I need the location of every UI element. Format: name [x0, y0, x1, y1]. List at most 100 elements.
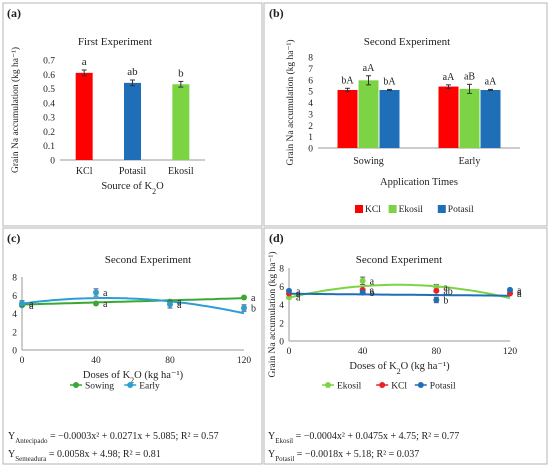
panel-d-letter: b: [370, 288, 375, 299]
panel-d-frame: [263, 227, 548, 465]
panel-a-bar-potasil: [124, 82, 141, 160]
panel-c-equation: YSemeadura = 0.0058x + 4.98; R² = 0.81: [8, 449, 161, 463]
panel-d-legend-marker-kcl: [379, 382, 386, 388]
panel-d-ytick-label: 2: [279, 319, 284, 329]
panel-b-category-label: Sowing: [353, 156, 384, 167]
panel-a-ytick-label: 0.6: [43, 71, 55, 81]
panel-a-ytick-label: 0.7: [43, 57, 55, 67]
panel-b-y-axis-title: Grain Na accumulation (kg ha⁻¹): [285, 39, 296, 165]
panel-d-legend-marker-potasil: [417, 382, 424, 388]
panel-c-x-axis-title: Doses of K2O (kg ha⁻¹): [83, 370, 184, 385]
panel-b-bar-ekosil-early: [459, 88, 480, 148]
panel-d-letter: a: [517, 287, 522, 298]
panel-b-label: (b): [269, 6, 284, 20]
panel-b-legend-swatch-potasil: [437, 205, 446, 213]
panel-b-bar-potasil-sowing: [379, 89, 400, 148]
panel-c-legend-label: Early: [139, 382, 160, 392]
panel-b-ytick-label: 4: [308, 99, 313, 109]
panel-b-ytick-label: 0: [308, 145, 313, 155]
charts-layer: 00.10.20.30.40.50.60.7 aKClabPotasilbEkos…: [8, 39, 522, 463]
panel-d-letter: a: [517, 285, 522, 296]
panel-d-equation: YPotasil = −0.0018x + 5.18; R² = 0.037: [268, 449, 419, 463]
panel-b-bar-kcl-sowing: [337, 89, 358, 148]
panel-c-ytick-label: 2: [12, 328, 17, 338]
panel-b-frame: [263, 2, 548, 227]
panel-a-bar-kcl: [75, 72, 93, 160]
panel-a-ytick-label: 0.5: [43, 85, 55, 95]
panel-c-point-early: [19, 300, 25, 307]
panel-c-point-early: [241, 305, 247, 312]
panel-d-legend-marker-ekosil: [325, 382, 331, 388]
panel-d-letter: a: [370, 276, 375, 287]
panel-a-letter: a: [82, 56, 87, 68]
panel-d-letter: a: [296, 286, 301, 297]
panel-a-ytick-label: 0.2: [43, 128, 55, 138]
panel-c-fit-line-early: [21, 297, 245, 315]
panel-b-x-axis-title: Application Times: [380, 177, 458, 188]
panel-d-point-kcl: [433, 287, 440, 294]
panel-d-ytick-label: 6: [279, 283, 284, 293]
panel-b-legend-swatch-ekosil: [388, 205, 397, 213]
panel-b-ytick-label: 7: [308, 65, 313, 75]
panel-c-letter: a: [177, 300, 182, 311]
panel-b-bar-potasil-early: [480, 89, 501, 148]
panel-b-legend-swatch-kcl: [355, 205, 363, 213]
panel-c-legend-marker-early: [127, 382, 134, 388]
panel-c-ytick-label: 8: [12, 274, 17, 284]
panel-b-ytick-label: 8: [308, 54, 313, 64]
panel-a-ytick-label: 0.3: [43, 114, 55, 124]
panel-c-xtick-label: 0: [20, 356, 25, 366]
panel-a-ytick-label: 0: [50, 157, 55, 167]
panel-c-ytick-label: 4: [12, 310, 17, 320]
panel-b-ytick-label: 3: [308, 110, 313, 120]
panel-a-category-label: Ekosil: [168, 166, 194, 177]
panel-d-point-ekosil: [359, 277, 366, 284]
panel-d-letter: a: [370, 285, 375, 296]
panel-c-xtick-label: 40: [91, 356, 101, 366]
panel-c-legend-label: Sowing: [85, 382, 114, 392]
panel-a-category-label: KCl: [76, 166, 93, 177]
panel-d-equation: YEkosil = −0.0004x² + 0.0475x + 4.75; R²…: [268, 431, 459, 445]
panel-d-letter: a: [517, 289, 522, 300]
panel-b-letter: aB: [464, 71, 475, 82]
panel-c-letter: a: [103, 299, 108, 310]
panel-c-label: (c): [7, 231, 20, 245]
panel-b-bar-ekosil-sowing: [358, 80, 379, 148]
panel-c-xtick-label: 120: [237, 356, 252, 366]
panel-d-x-axis-title: Doses of K2O (kg ha⁻¹): [349, 361, 450, 376]
panel-d-fit-line-potasil: [288, 292, 510, 297]
panel-a-frame: [2, 2, 263, 227]
panel-c-letter: a: [29, 299, 34, 310]
panel-b-letter: aA: [485, 76, 497, 87]
panel-a-x-axis-title: Source of K2O: [101, 181, 164, 196]
panel-a-ytick-label: 0.4: [43, 99, 55, 109]
panel-c-fit-line-sowing: [21, 297, 245, 306]
panel-b-ytick-label: 2: [308, 122, 313, 132]
panel-c-legend-marker-sowing: [73, 382, 79, 388]
panel-a-ytick-label: 0.1: [43, 142, 55, 152]
panel-b-ytick-label: 6: [308, 76, 313, 86]
panel-b-letter: aA: [443, 72, 455, 83]
panel-d-point-potasil: [359, 289, 366, 296]
panel-b-letter: bA: [341, 75, 354, 86]
panel-d-ytick-label: 4: [279, 301, 284, 311]
panel-b-ytick-label: 5: [308, 88, 313, 98]
panel-d-title: Second Experiment: [356, 254, 442, 266]
panel-a-letter: ab: [127, 66, 138, 78]
panel-c-frame: [2, 227, 263, 465]
panel-c-point-sowing: [241, 294, 247, 301]
panel-c-ytick-label: 0: [12, 347, 17, 357]
panel-c-letter: a: [103, 288, 108, 299]
panel-a-y-axis-title: Grain Na accumulation (kg ha⁻¹): [10, 47, 21, 173]
panel-d-xtick-label: 80: [432, 347, 442, 357]
panel-b-category-label: Early: [459, 156, 481, 167]
panel-b-bar-kcl-early: [438, 86, 459, 148]
panel-a-title: First Experiment: [78, 36, 152, 48]
panel-d-ytick-label: 0: [279, 338, 284, 348]
panel-d-xtick-label: 0: [287, 347, 292, 357]
panel-c-xtick-label: 80: [165, 356, 175, 366]
panel-b-legend-label: Ekosil: [399, 205, 424, 215]
panel-c-letter: b: [251, 304, 256, 315]
panel-d-legend-label: KCl: [391, 382, 407, 392]
panel-d-point-potasil: [286, 287, 292, 294]
